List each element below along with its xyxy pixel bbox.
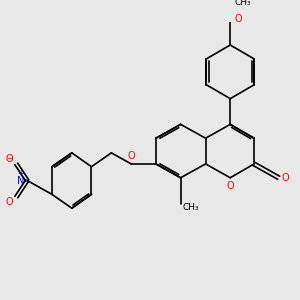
Text: O: O: [281, 173, 289, 183]
Text: N: N: [17, 176, 24, 185]
Text: O: O: [128, 151, 135, 161]
Text: O: O: [6, 154, 14, 164]
Text: O: O: [226, 181, 234, 190]
Text: CH₃: CH₃: [234, 0, 251, 7]
Text: +: +: [17, 169, 24, 178]
Text: −: −: [6, 154, 13, 164]
Text: O: O: [6, 197, 14, 207]
Text: CH₃: CH₃: [183, 203, 199, 212]
Text: O: O: [235, 14, 242, 24]
